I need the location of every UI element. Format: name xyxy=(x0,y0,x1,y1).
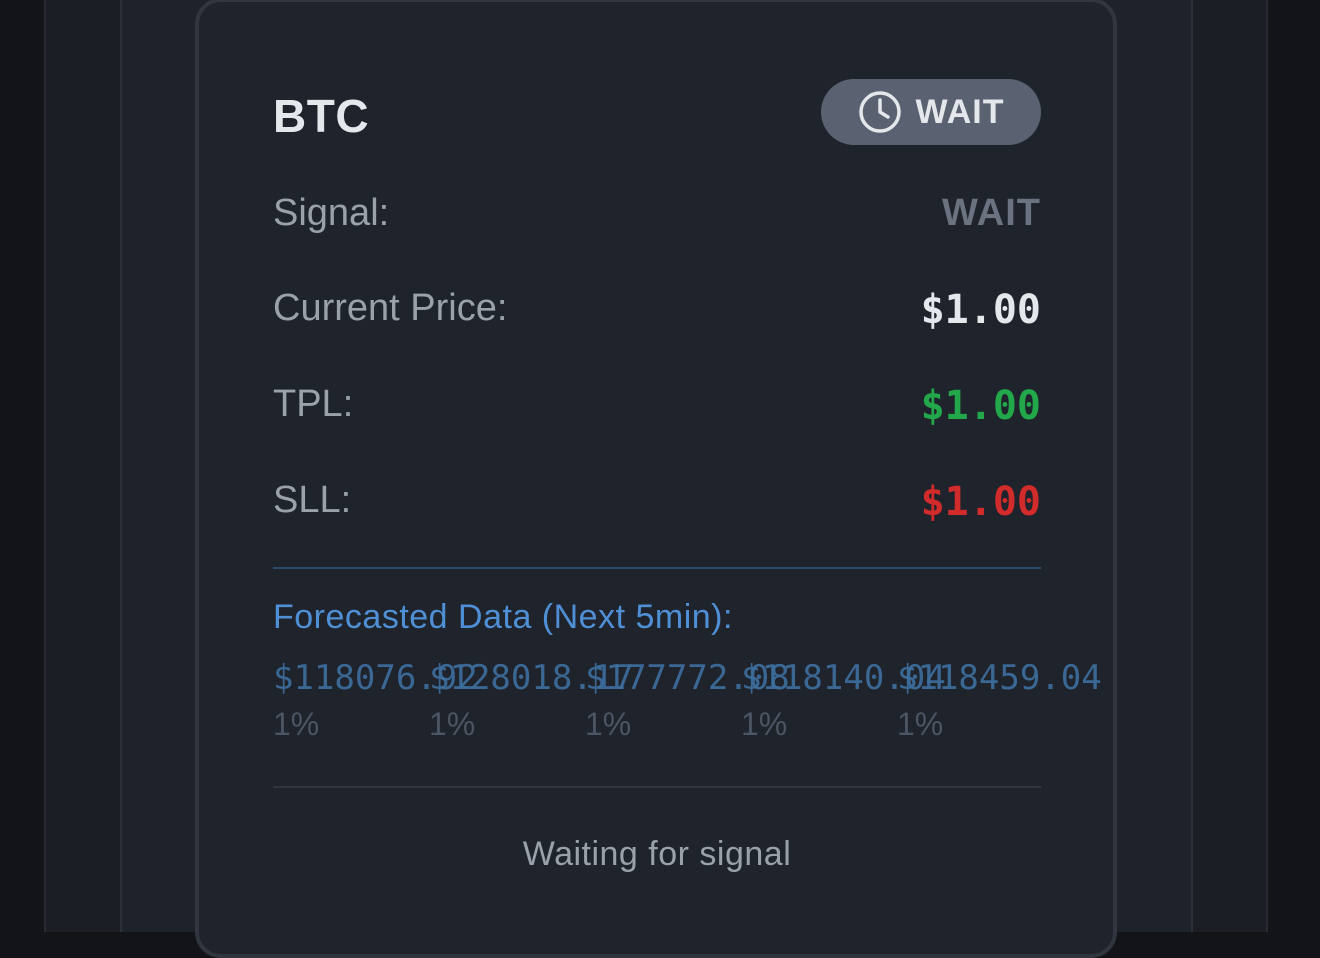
footer-divider xyxy=(273,786,1041,788)
forecast-change: 1% xyxy=(273,706,320,742)
signal-label: Signal: xyxy=(273,192,390,234)
tpl-value: $1.00 xyxy=(920,383,1041,429)
tpl-row: TPL: $1.00 xyxy=(273,383,1041,433)
sll-label: SLL: xyxy=(273,479,352,521)
forecast-price: $128018.17 xyxy=(429,658,634,698)
asset-name: BTC xyxy=(273,90,370,142)
status-badge-label: WAIT xyxy=(915,92,1005,131)
current-price-row: Current Price: $1.00 xyxy=(273,287,1041,337)
forecast-item: $128018.17 1% xyxy=(429,658,634,748)
current-price-label: Current Price: xyxy=(273,287,508,329)
current-price-value: $1.00 xyxy=(920,287,1041,333)
forecast-price: $177772.08 xyxy=(585,658,790,698)
forecast-price: $118076.92 xyxy=(273,658,478,698)
forecast-title: Forecasted Data (Next 5min): xyxy=(273,598,733,636)
forecast-change: 1% xyxy=(585,706,632,742)
tpl-label: TPL: xyxy=(273,383,354,425)
forecast-item: $118140.04 1% xyxy=(741,658,946,748)
sll-value: $1.00 xyxy=(920,479,1041,525)
waiting-status-text: Waiting for signal xyxy=(522,835,792,873)
sll-row: SLL: $1.00 xyxy=(273,479,1041,529)
signal-row: Signal: WAIT xyxy=(273,192,1041,242)
forecast-divider xyxy=(273,567,1041,569)
forecast-change: 1% xyxy=(897,706,944,742)
signal-value: WAIT xyxy=(942,192,1041,234)
forecast-price: $118459.04 xyxy=(897,658,1102,698)
forecast-change: 1% xyxy=(741,706,788,742)
clock-icon xyxy=(858,90,902,134)
forecast-item: $177772.08 1% xyxy=(585,658,790,748)
status-badge: WAIT xyxy=(821,79,1041,145)
forecast-change: 1% xyxy=(429,706,476,742)
forecast-item: $118076.92 1% xyxy=(273,658,478,748)
forecast-item: $118459.04 1% xyxy=(897,658,1102,748)
forecast-price: $118140.04 xyxy=(741,658,946,698)
card-header: BTC WAIT xyxy=(273,79,1041,145)
